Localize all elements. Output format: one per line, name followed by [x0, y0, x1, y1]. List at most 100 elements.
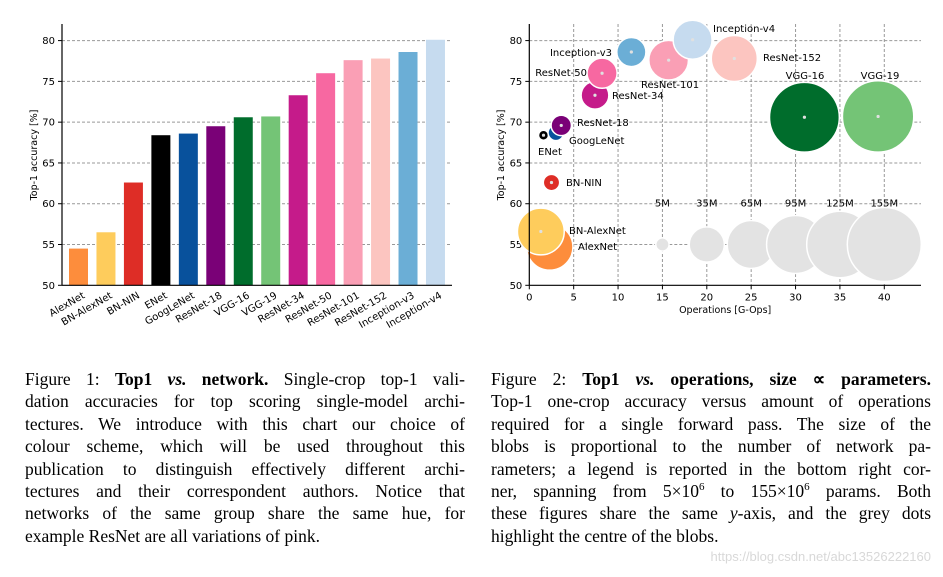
x-tick-label: 0 [526, 292, 532, 303]
size-legend-blob [655, 237, 670, 252]
caption-text: 6 [804, 481, 810, 494]
caption-text: networks of the same group share the sam… [25, 503, 465, 524]
size-legend-label: 155M [870, 199, 898, 210]
size-legend-label: 125M [826, 199, 854, 210]
y-axis-label: Top-1 accuracy [%] [29, 110, 40, 202]
bar-vgg-16 [233, 117, 253, 286]
blob-label-resnet-18: ResNet-18 [577, 118, 629, 129]
caption-line: ner, spanning from 5×106 to 155×106 para… [491, 480, 931, 502]
blob-label-vgg-19: VGG-19 [861, 71, 900, 82]
size-legend-label: 35M [696, 199, 717, 210]
caption-text: vs. [635, 369, 655, 389]
blob-label-resnet-101: ResNet-101 [641, 80, 699, 91]
bar-resnet-34 [288, 95, 308, 286]
bar-alexnet [69, 248, 88, 286]
caption-line: Figure 1: Top1 vs. network. Single-crop … [25, 368, 465, 390]
blob-center-dot [691, 38, 695, 42]
caption-text: tectures. We introduce with this chart o… [25, 413, 465, 434]
caption-text: rameters; a legend is reported in the bo… [491, 458, 931, 479]
blob-label-resnet-34: ResNet-34 [612, 91, 664, 102]
size-legend-label: 65M [740, 199, 761, 210]
bar-bn-nin [123, 182, 143, 286]
bar-enet [151, 135, 171, 286]
x-tick-label: 40 [878, 292, 891, 303]
y-tick-label: 70 [510, 118, 523, 129]
caption-text: publication to distinguish effectively d… [25, 458, 465, 479]
blob-center-dot [549, 180, 554, 185]
caption-text: operations, size ∝ parameters. [654, 369, 931, 389]
caption-text: Top1 [114, 369, 168, 389]
blob-label-alexnet: AlexNet [578, 242, 617, 253]
x-tick-label: 10 [612, 292, 625, 303]
caption-line: rameters; a legend is reported in the bo… [491, 458, 931, 480]
bar-inception-v4 [425, 39, 445, 286]
size-legend-blob [688, 226, 726, 263]
blob-label-bn-nin: BN-NIN [566, 178, 602, 189]
caption-line: highlight the centre of the blobs. [491, 525, 931, 547]
y-tick-label: 70 [42, 118, 55, 129]
blob-label-inception-v3: Inception-v3 [550, 48, 612, 59]
y-tick-label: 55 [42, 240, 55, 251]
caption-text: Figure 1: [25, 369, 115, 389]
caption-text: example ResNet are all variations of pin… [25, 525, 320, 546]
caption-text: Top-1 one-crop accuracy versus amount of… [491, 391, 931, 412]
blob-label-googlenet: GoogLeNet [569, 136, 625, 147]
blob-center-dot [732, 56, 736, 61]
caption-text: y [729, 503, 738, 524]
size-legend-label: 5M [655, 199, 670, 210]
caption-text: ner, spanning from 5×10 [491, 481, 699, 502]
caption-text: required for a single forward pass. The … [491, 413, 931, 434]
bar-bn-alexnet [96, 232, 116, 286]
x-tick-label: 5 [570, 292, 576, 303]
caption-text: these figures share the same [491, 503, 730, 524]
x-axis-label: Operations [G-Ops] [679, 305, 771, 316]
blob-label-vgg-16: VGG-16 [786, 71, 825, 82]
blob-center-dot [559, 123, 563, 128]
size-legend-blob [846, 206, 923, 283]
y-tick-label: 65 [510, 158, 523, 169]
caption-text: blobs is proportional to the number of n… [491, 436, 931, 457]
blob-label-inception-v4: Inception-v4 [713, 24, 775, 35]
blob-label-resnet-50: ResNet-50 [535, 68, 587, 79]
bar-resnet-18 [206, 126, 226, 286]
caption-text: Top1 [582, 369, 636, 389]
blob-center-dot [539, 229, 543, 234]
x-tick-label: 25 [745, 292, 758, 303]
caption-line: dation accuracies for top scoring single… [25, 390, 465, 412]
blob-center-dot [876, 114, 880, 119]
figure-1-caption: Figure 1: Top1 vs. network. Single-crop … [25, 368, 465, 547]
caption-line: colour scheme, which will be used throug… [25, 435, 465, 457]
y-tick-label: 55 [510, 240, 523, 251]
caption-line: tectures. We introduce with this chart o… [25, 413, 465, 435]
caption-text: dation accuracies for top scoring single… [25, 391, 465, 412]
bar-resnet-50 [316, 73, 336, 286]
caption-text: params. Both [809, 481, 931, 502]
caption-text: to 155×10 [704, 481, 805, 502]
caption-line: required for a single forward pass. The … [491, 413, 931, 435]
y-tick-label: 75 [510, 77, 523, 88]
caption-text: 6 [698, 481, 705, 494]
caption-line: networks of the same group share the sam… [25, 502, 465, 524]
bar-resnet-101 [343, 60, 363, 286]
caption-line: publication to distinguish effectively d… [25, 458, 465, 480]
y-tick-label: 65 [42, 158, 55, 169]
blob-center-dot [629, 50, 633, 54]
blob-center-dot [802, 115, 807, 119]
caption-text: vs. [167, 369, 187, 389]
y-tick-label: 60 [42, 199, 55, 210]
y-tick-label: 60 [510, 199, 523, 210]
y-tick-label: 80 [510, 36, 523, 47]
bar-vgg-19 [261, 116, 281, 286]
blob-center-dot [667, 58, 671, 62]
caption-line: blobs is proportional to the number of n… [491, 435, 931, 457]
caption-line: tectures and their correspondent authors… [25, 480, 465, 502]
bar-googlenet [178, 133, 198, 286]
bubble-chart-top1-vs-operations: 50 55 60 65 70 75 80 0 5 10 15 20 25 30 35 40 5M 35M 65M 95… [496, 19, 923, 316]
figure-2-caption: Figure 2: Top1 vs. operations, size ∝ pa… [491, 368, 931, 547]
blob-center-dot [541, 133, 546, 137]
x-tick-label: 30 [789, 292, 802, 303]
caption-text: highlight the centre of the blobs. [491, 525, 719, 546]
x-tick-label: 35 [834, 292, 847, 303]
blob-center-dot [600, 71, 604, 75]
